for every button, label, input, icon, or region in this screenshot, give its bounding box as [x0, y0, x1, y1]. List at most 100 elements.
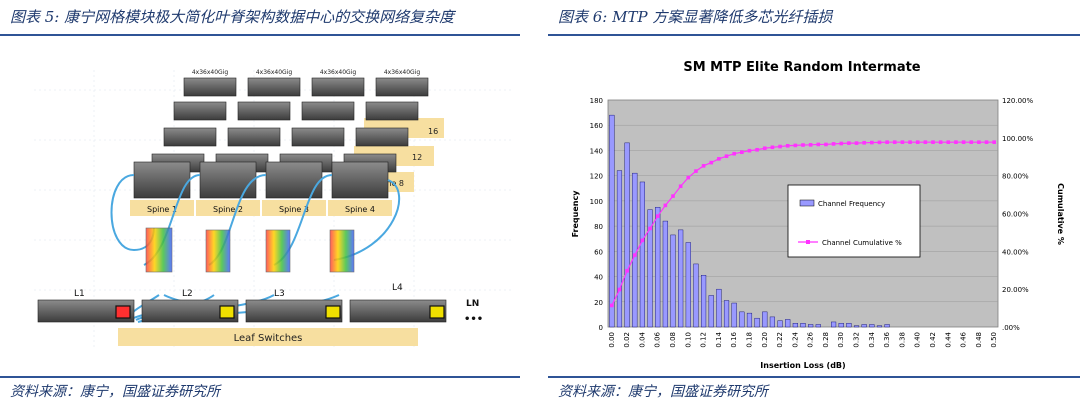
cumulative-point — [854, 141, 859, 145]
x-tick-label: 0.20 — [761, 332, 769, 348]
cumulative-point — [847, 141, 851, 145]
right-panel: 图表 6: MTP 方案显著降低多芯光纤插损 SM MTP Elite Rand… — [548, 0, 1080, 406]
cumulative-point — [877, 140, 882, 145]
cumulative-point — [762, 146, 767, 151]
legend-label-cumulative: Channel Cumulative % — [822, 239, 902, 247]
frequency-bar — [754, 317, 760, 328]
frequency-bar — [739, 311, 745, 328]
x-tick-label: 0.44 — [944, 331, 952, 347]
x-tick-label: 0.00 — [608, 332, 616, 348]
spine-2-label: Spine 2 — [213, 205, 243, 214]
cumulative-point — [640, 238, 645, 243]
frequency-bar — [693, 263, 699, 328]
x-tick-label: 0.38 — [898, 332, 906, 348]
cumulative-point — [617, 287, 622, 292]
cumulative-point — [977, 140, 981, 144]
frequency-bars — [609, 114, 890, 328]
x-tick-label: 0.22 — [776, 332, 784, 348]
y2-tick-label: .00% — [1002, 324, 1020, 332]
figure-5-caption: 图表 5: 康宁网格模块极大简化叶脊架构数据中心的交换网络复杂度 — [10, 8, 455, 26]
frequency-bar — [723, 300, 730, 328]
cumulative-point — [709, 160, 714, 165]
stack-label-12: 12 — [412, 153, 422, 162]
cumulative-point — [900, 140, 905, 144]
x-tick-label: 0.50 — [990, 332, 998, 348]
x-tick-label: 0.48 — [975, 332, 983, 348]
y2-tick-label: 100.00% — [1002, 135, 1033, 143]
mesh-module-diagram: 4x36x40Gig 4x36x40Gig 4x36x40Gig 4x36x40… — [34, 69, 514, 350]
y-tick-label: 120 — [590, 173, 603, 181]
x-tick-label: 0.40 — [914, 332, 922, 348]
frequency-bar — [800, 323, 806, 328]
frequency-bar — [701, 275, 707, 328]
y-tick-label: 20 — [594, 299, 603, 307]
x-tick-label: 0.28 — [822, 332, 830, 348]
cumulative-point — [885, 140, 889, 144]
cumulative-point — [992, 140, 996, 144]
frequency-bar — [647, 209, 653, 328]
cumulative-point — [778, 144, 782, 149]
insertion-loss-chart: SM MTP Elite Random Intermate 0 20 40 60 80 1… — [571, 60, 1065, 370]
cumulative-line — [610, 140, 996, 308]
cumulative-point — [747, 148, 752, 153]
figure-6-source: 资料来源：康宁，国盛证券研究所 — [558, 384, 768, 400]
frequency-bar — [632, 172, 638, 328]
frequency-bar — [815, 324, 821, 328]
x-tick-label: 0.32 — [853, 332, 861, 348]
y2-axis-label: Cumulative % — [1056, 183, 1065, 245]
cumulative-point — [785, 143, 790, 148]
cumulative-point — [686, 175, 691, 180]
x-tick-label: 0.42 — [929, 332, 937, 348]
figure-5-source: 资料来源：康宁，国盛证券研究所 — [10, 384, 220, 400]
cumulative-point — [915, 140, 920, 144]
x-tick-label: 0.30 — [837, 332, 845, 348]
cumulative-point — [663, 203, 668, 208]
frequency-bar — [616, 170, 623, 328]
x-tick-label: 0.46 — [960, 331, 968, 347]
cumulative-point — [671, 194, 675, 198]
x-tick-label: 0.10 — [684, 332, 692, 348]
leaf-row: L1 L2 L3 L4 LN ••• Leaf Switches — [37, 283, 483, 346]
frequency-bar — [639, 181, 645, 328]
frequency-bar — [838, 323, 844, 328]
legend-swatch-frequency — [799, 199, 815, 207]
frequency-bar — [662, 220, 668, 328]
frequency-bar — [831, 321, 837, 328]
frequency-bar — [731, 302, 737, 328]
cumulative-point — [831, 142, 836, 146]
leaf-2-label: L2 — [182, 289, 193, 299]
cumulative-point — [801, 143, 805, 147]
spine-model-label: 4x36x40Gig — [384, 69, 421, 76]
cumulative-point — [938, 140, 943, 144]
frequency-bar — [685, 242, 691, 328]
legend-box — [787, 184, 921, 258]
leaf-switches-label: Leaf Switches — [234, 333, 303, 344]
x-tick-label: 0.06 — [654, 331, 662, 347]
cumulative-point — [724, 154, 729, 158]
frequency-bar — [777, 320, 783, 328]
frequency-bar — [861, 324, 867, 328]
leaf-n-label: LN — [466, 299, 479, 309]
x-tick-label: 0.12 — [700, 332, 708, 348]
cumulative-point — [770, 145, 775, 150]
legend: Channel Frequency Channel Cumulative % — [787, 184, 921, 258]
cumulative-point — [625, 269, 629, 273]
figure-6-caption: 图表 6: MTP 方案显著降低多芯光纤插损 — [558, 8, 833, 26]
frequency-bar — [785, 319, 791, 328]
leaf-3-label: L3 — [274, 289, 285, 299]
cumulative-point — [908, 140, 912, 144]
spine-1-label: Spine 1 — [147, 205, 177, 214]
leaf-4-label: L4 — [392, 283, 403, 293]
frequency-bar — [769, 316, 775, 328]
cumulative-point — [610, 303, 614, 308]
y2-tick-label: 40.00% — [1002, 248, 1029, 256]
frequency-bar — [678, 229, 684, 328]
frequency-bar — [655, 206, 661, 328]
legend-label-frequency: Channel Frequency — [818, 200, 885, 208]
right-axis-ticks: .00% 20.00% 40.00% 60.00% 80.00% 100.00% 120.0… — [1002, 97, 1033, 332]
source-divider — [0, 376, 520, 378]
caption-divider — [0, 34, 520, 36]
cumulative-point — [931, 140, 935, 144]
stack-label-spine-8: Spine 8 — [374, 179, 404, 188]
x-tick-label: 0.16 — [730, 331, 738, 347]
